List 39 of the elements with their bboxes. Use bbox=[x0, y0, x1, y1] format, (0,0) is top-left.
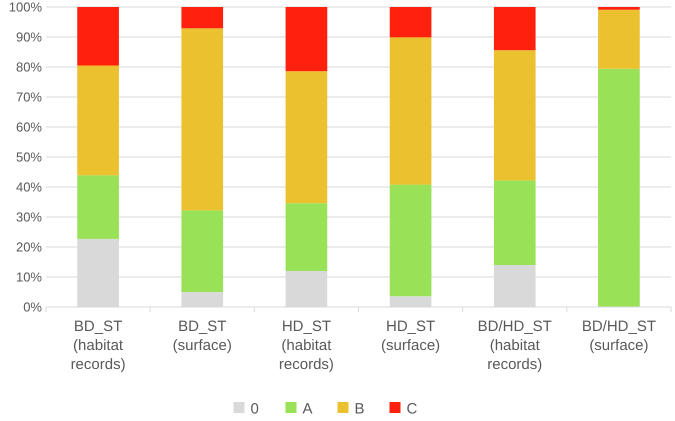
bar bbox=[494, 50, 536, 180]
bar bbox=[181, 28, 224, 210]
y-tick-label: 10% bbox=[16, 270, 42, 285]
y-tick-label: 90% bbox=[16, 30, 42, 45]
y-tick-label: 60% bbox=[16, 120, 42, 135]
x-tick-label: HD_ST (habitat records) bbox=[278, 318, 334, 373]
bar bbox=[598, 68, 640, 307]
bar bbox=[598, 10, 640, 69]
y-tick-label: 70% bbox=[16, 90, 42, 105]
x-tick-label: HD_ST (surface) bbox=[380, 318, 440, 354]
y-tick-label: 30% bbox=[16, 210, 42, 225]
legend-label: C bbox=[406, 400, 418, 418]
bar bbox=[181, 7, 224, 28]
bar bbox=[390, 37, 432, 185]
bar bbox=[598, 7, 640, 10]
bar bbox=[494, 7, 536, 50]
bar bbox=[494, 180, 536, 265]
y-tick-label: 80% bbox=[16, 60, 42, 75]
bar bbox=[77, 7, 119, 66]
y-tick-label: 0% bbox=[23, 300, 42, 315]
legend-label: B bbox=[354, 400, 365, 418]
bar bbox=[286, 7, 328, 72]
y-tick-label: 40% bbox=[16, 180, 42, 195]
bar bbox=[77, 175, 119, 239]
bar bbox=[390, 7, 432, 38]
y-tick-label: 20% bbox=[16, 240, 42, 255]
bar bbox=[390, 184, 432, 296]
bar bbox=[286, 71, 328, 204]
x-tick-label: BD/HD_ST (surface) bbox=[582, 318, 656, 354]
legend-label: 0 bbox=[250, 400, 259, 418]
x-tick-label: BD_ST (habitat records) bbox=[70, 318, 126, 373]
x-tick-label: BD/HD_ST (habitat records) bbox=[478, 318, 552, 373]
bar bbox=[286, 203, 328, 271]
bar bbox=[181, 210, 224, 292]
y-tick-label: 50% bbox=[16, 150, 42, 165]
y-tick-label: 100% bbox=[8, 0, 42, 15]
x-tick-label: BD_ST (surface) bbox=[172, 318, 232, 354]
bar bbox=[77, 66, 119, 176]
legend-label: A bbox=[302, 400, 313, 418]
